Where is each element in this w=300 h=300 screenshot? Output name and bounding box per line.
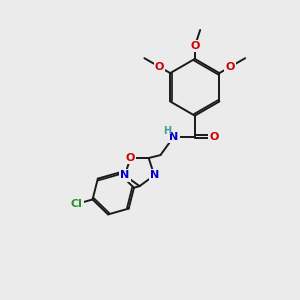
- Text: Cl: Cl: [71, 199, 83, 209]
- Text: N: N: [169, 132, 178, 142]
- Text: O: O: [126, 153, 135, 163]
- Text: H: H: [163, 126, 171, 136]
- Text: O: O: [190, 41, 200, 51]
- Text: O: O: [155, 62, 164, 72]
- Text: N: N: [150, 170, 159, 180]
- Text: O: O: [226, 62, 235, 72]
- Text: N: N: [120, 170, 129, 180]
- Text: O: O: [209, 132, 219, 142]
